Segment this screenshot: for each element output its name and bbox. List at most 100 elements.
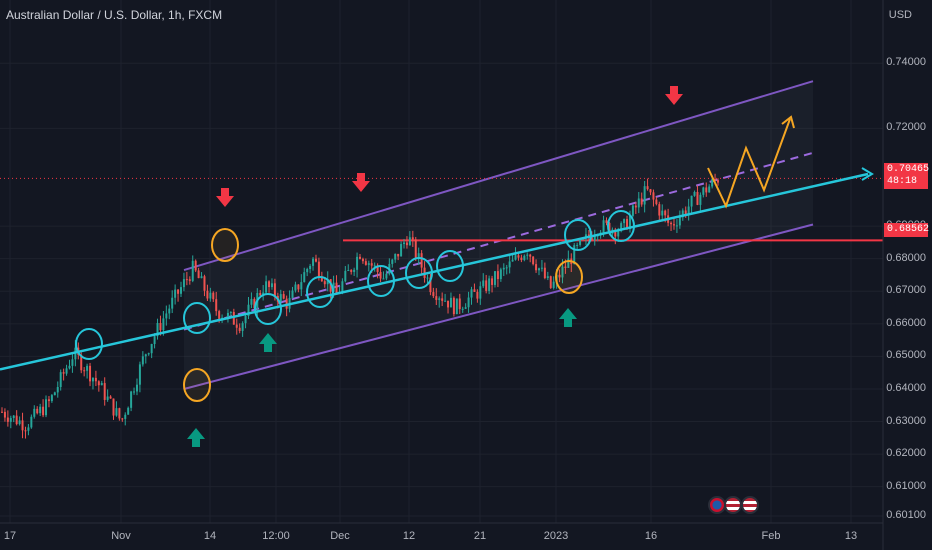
candle-body bbox=[326, 279, 329, 285]
time-tick-label: 21 bbox=[473, 530, 487, 542]
candle-body bbox=[188, 279, 191, 281]
time-tick-label: 14 bbox=[203, 530, 217, 542]
au-flag-icon[interactable] bbox=[708, 496, 726, 514]
channel-fill bbox=[184, 81, 813, 389]
candle-body bbox=[702, 187, 705, 195]
candle-body bbox=[15, 415, 18, 425]
candle-body bbox=[649, 189, 652, 193]
candle-body bbox=[323, 281, 326, 285]
candle-body bbox=[438, 298, 441, 300]
candle-body bbox=[97, 381, 100, 386]
candle-body bbox=[543, 267, 546, 279]
candle-body bbox=[177, 289, 180, 294]
candle-body bbox=[452, 297, 455, 315]
candle-body bbox=[109, 396, 112, 399]
candle-body bbox=[661, 210, 664, 216]
candle-body bbox=[45, 399, 48, 416]
price-tick-label: 0.61000 bbox=[886, 479, 926, 492]
candle-body bbox=[229, 311, 232, 313]
candle-body bbox=[138, 364, 141, 385]
candle-body bbox=[335, 282, 338, 293]
candle-body bbox=[147, 353, 150, 355]
candle-body bbox=[628, 215, 631, 230]
candle-body bbox=[309, 265, 312, 270]
candle-body bbox=[50, 395, 53, 402]
symbol-title[interactable]: Australian Dollar / U.S. Dollar, 1h, FXC… bbox=[6, 8, 223, 22]
up-arrow-icon bbox=[259, 333, 277, 352]
candle-body bbox=[350, 270, 353, 272]
candle-body bbox=[33, 408, 36, 417]
channel-upper-line bbox=[183, 80, 814, 272]
candle-body bbox=[620, 223, 623, 232]
candle-body bbox=[529, 254, 532, 257]
candle-body bbox=[306, 269, 309, 273]
candle-body bbox=[523, 255, 526, 261]
channel-lower-line bbox=[183, 223, 814, 390]
candle-body bbox=[681, 210, 684, 218]
candle-body bbox=[303, 272, 306, 283]
candle-body bbox=[361, 258, 364, 262]
candle-body bbox=[532, 256, 535, 265]
time-tick-label: Dec bbox=[330, 530, 350, 542]
candle-body bbox=[191, 260, 194, 281]
candle-body bbox=[317, 261, 320, 277]
candle-body bbox=[42, 406, 45, 416]
candle-body bbox=[690, 195, 693, 207]
candle-body bbox=[482, 280, 485, 287]
up-arrow-icon bbox=[559, 308, 577, 327]
candle-body bbox=[491, 278, 494, 285]
candle-body bbox=[631, 205, 634, 216]
candle-body bbox=[6, 417, 9, 422]
candle-body bbox=[39, 406, 42, 414]
candle-body bbox=[705, 187, 708, 193]
candle-body bbox=[364, 261, 367, 265]
touch-circle-blue bbox=[436, 250, 464, 282]
candle-body bbox=[115, 408, 118, 416]
candle-body bbox=[91, 377, 94, 382]
candle-body bbox=[127, 407, 130, 415]
candle-body bbox=[235, 324, 238, 328]
touch-circle-blue bbox=[75, 328, 103, 360]
candle-body bbox=[212, 292, 215, 300]
candle-body bbox=[68, 365, 71, 369]
candle-body bbox=[382, 278, 385, 280]
price-tick-label: 0.74000 bbox=[886, 56, 926, 69]
time-tick-label: 16 bbox=[644, 530, 658, 542]
candle-body bbox=[218, 311, 221, 319]
candle-body bbox=[174, 289, 177, 298]
candle-body bbox=[658, 204, 661, 216]
candle-body bbox=[47, 399, 50, 402]
candle-body bbox=[646, 186, 649, 190]
touch-circle-blue bbox=[183, 302, 211, 334]
up-arrow-icon bbox=[187, 428, 205, 447]
candle-body bbox=[282, 294, 285, 299]
candle-body bbox=[493, 271, 496, 285]
us-flag-icon[interactable] bbox=[724, 496, 743, 514]
candle-body bbox=[197, 270, 200, 279]
us-flag-icon[interactable] bbox=[740, 496, 759, 514]
price-tick-label: 0.63000 bbox=[886, 414, 926, 427]
time-tick-label: 12 bbox=[402, 530, 416, 542]
candle-body bbox=[508, 261, 511, 268]
candle-body bbox=[590, 237, 593, 241]
candle-body bbox=[458, 298, 461, 310]
candle-body bbox=[353, 269, 356, 272]
economic-events[interactable] bbox=[708, 496, 759, 518]
candle-body bbox=[265, 281, 268, 293]
candle-body bbox=[144, 354, 147, 357]
candle-body bbox=[238, 327, 241, 331]
candle-body bbox=[59, 372, 62, 388]
candle-body bbox=[370, 263, 373, 266]
candle-body bbox=[53, 392, 56, 396]
candle-body bbox=[3, 411, 6, 418]
candle-body bbox=[106, 396, 109, 400]
candle-body bbox=[294, 284, 297, 291]
touch-circle-blue bbox=[405, 257, 433, 289]
candle-body bbox=[485, 280, 488, 291]
candle-body bbox=[344, 270, 347, 282]
candle-body bbox=[312, 258, 315, 266]
candle-body bbox=[538, 268, 540, 271]
candle-body bbox=[535, 264, 538, 271]
candle-body bbox=[1, 411, 3, 413]
